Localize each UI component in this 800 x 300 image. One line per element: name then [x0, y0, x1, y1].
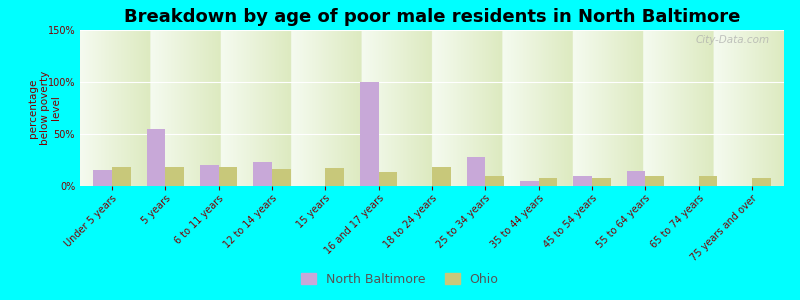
- Bar: [574, 176, 592, 186]
- Bar: [466, 157, 486, 186]
- Bar: [200, 165, 218, 186]
- Bar: [272, 169, 290, 186]
- Bar: [486, 176, 504, 186]
- Bar: [360, 82, 378, 186]
- Bar: [626, 171, 646, 186]
- Title: Breakdown by age of poor male residents in North Baltimore: Breakdown by age of poor male residents …: [124, 8, 740, 26]
- Text: City-Data.com: City-Data.com: [696, 35, 770, 45]
- Bar: [698, 176, 718, 186]
- Bar: [592, 178, 610, 186]
- Bar: [94, 170, 112, 186]
- Bar: [166, 167, 184, 186]
- Bar: [432, 167, 450, 186]
- Bar: [112, 167, 130, 186]
- Legend: North Baltimore, Ohio: North Baltimore, Ohio: [297, 268, 503, 291]
- Bar: [378, 172, 398, 186]
- Bar: [146, 129, 166, 186]
- Bar: [646, 176, 664, 186]
- Bar: [218, 167, 238, 186]
- Bar: [326, 168, 344, 186]
- Bar: [752, 178, 770, 186]
- Y-axis label: percentage
below poverty
level: percentage below poverty level: [28, 71, 62, 145]
- Bar: [538, 178, 558, 186]
- Bar: [254, 162, 272, 186]
- Bar: [520, 181, 538, 186]
